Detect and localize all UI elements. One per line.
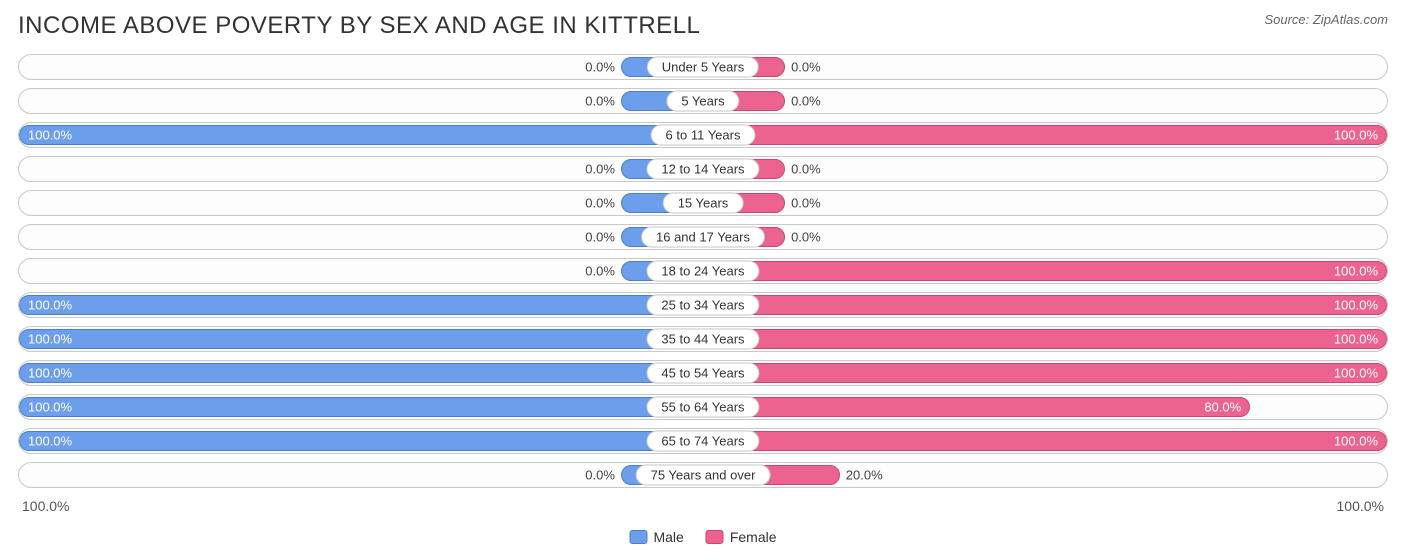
male-bar: 100.0% [19,363,703,383]
category-label: 18 to 24 Years [646,261,759,282]
female-value-label: 100.0% [1334,366,1378,381]
female-value-label: 100.0% [1334,332,1378,347]
female-bar: 100.0% [703,329,1387,349]
chart-row: 100.0% 100.0% 45 to 54 Years [18,360,1388,386]
female-value-label: 0.0% [791,230,821,245]
female-bar: 80.0% [703,397,1250,417]
chart-row: 0.0% 100.0% 18 to 24 Years [18,258,1388,284]
chart-row: 100.0% 80.0% 55 to 64 Years [18,394,1388,420]
male-swatch [629,530,647,544]
chart-row: 0.0% 0.0% 12 to 14 Years [18,156,1388,182]
female-value-label: 100.0% [1334,264,1378,279]
female-bar: 100.0% [703,261,1387,281]
male-value-label: 0.0% [585,94,615,109]
female-bar: 100.0% [703,431,1387,451]
chart-row: 0.0% 0.0% 16 and 17 Years [18,224,1388,250]
legend-female: Female [706,529,777,545]
female-value-label: 20.0% [846,468,883,483]
chart-row: 0.0% 20.0% 75 Years and over [18,462,1388,488]
male-value-label: 100.0% [28,332,72,347]
female-bar: 100.0% [703,363,1387,383]
male-value-label: 100.0% [28,434,72,449]
axis-left-label: 100.0% [22,498,69,514]
male-value-label: 0.0% [585,60,615,75]
category-label: Under 5 Years [647,57,759,78]
male-value-label: 100.0% [28,298,72,313]
category-label: 16 and 17 Years [641,227,765,248]
chart-row: 0.0% 0.0% 5 Years [18,88,1388,114]
chart-title: INCOME ABOVE POVERTY BY SEX AND AGE IN K… [18,12,700,40]
male-bar: 100.0% [19,125,703,145]
male-value-label: 0.0% [585,162,615,177]
legend-male-label: Male [653,529,683,545]
female-value-label: 100.0% [1334,128,1378,143]
female-value-label: 80.0% [1204,400,1241,415]
male-value-label: 0.0% [585,468,615,483]
female-value-label: 0.0% [791,94,821,109]
male-bar: 100.0% [19,397,703,417]
male-value-label: 100.0% [28,128,72,143]
axis-right-label: 100.0% [1337,498,1384,514]
female-value-label: 0.0% [791,196,821,211]
category-label: 25 to 34 Years [646,295,759,316]
female-bar: 100.0% [703,295,1387,315]
male-bar: 100.0% [19,329,703,349]
chart-row: 0.0% 0.0% 15 Years [18,190,1388,216]
legend: Male Female [629,529,776,545]
legend-male: Male [629,529,683,545]
male-value-label: 100.0% [28,400,72,415]
male-value-label: 0.0% [585,230,615,245]
male-value-label: 0.0% [585,264,615,279]
female-swatch [706,530,724,544]
female-value-label: 0.0% [791,162,821,177]
source-attribution: Source: ZipAtlas.com [1264,12,1388,27]
female-bar: 100.0% [703,125,1387,145]
category-label: 55 to 64 Years [646,397,759,418]
category-label: 65 to 74 Years [646,431,759,452]
category-label: 75 Years and over [636,465,771,486]
female-value-label: 100.0% [1334,298,1378,313]
category-label: 6 to 11 Years [651,125,756,146]
chart-row: 100.0% 100.0% 25 to 34 Years [18,292,1388,318]
chart-row: 100.0% 100.0% 6 to 11 Years [18,122,1388,148]
category-label: 5 Years [666,91,739,112]
chart-row: 100.0% 100.0% 65 to 74 Years [18,428,1388,454]
legend-female-label: Female [730,529,777,545]
category-label: 35 to 44 Years [646,329,759,350]
female-value-label: 100.0% [1334,434,1378,449]
male-bar: 100.0% [19,431,703,451]
category-label: 45 to 54 Years [646,363,759,384]
category-label: 12 to 14 Years [646,159,759,180]
male-value-label: 0.0% [585,196,615,211]
category-label: 15 Years [663,193,744,214]
female-value-label: 0.0% [791,60,821,75]
chart-rows: 0.0% 0.0% Under 5 Years 0.0% 0.0% 5 Years 100.… [18,54,1388,488]
chart-row: 100.0% 100.0% 35 to 44 Years [18,326,1388,352]
male-bar: 100.0% [19,295,703,315]
male-value-label: 100.0% [28,366,72,381]
x-axis: 100.0% 100.0% [18,498,1388,514]
chart-row: 0.0% 0.0% Under 5 Years [18,54,1388,80]
